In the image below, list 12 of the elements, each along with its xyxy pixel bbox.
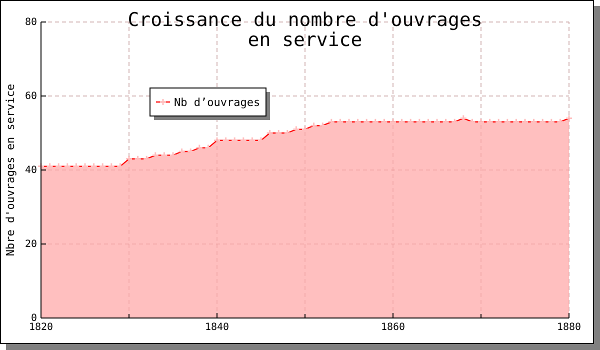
x-tick-label: 1860 (380, 322, 406, 333)
y-tick-label: 20 (24, 239, 37, 250)
y-tick-label: 40 (24, 165, 37, 176)
y-axis-title: Nbre d'ouvrages en service (4, 84, 17, 256)
y-tick-label: 0 (30, 313, 37, 324)
y-tick-label: 60 (24, 91, 37, 102)
x-tick-label: 1880 (556, 322, 582, 333)
x-tick-label: 1820 (28, 322, 54, 333)
x-tick-label: 1840 (204, 322, 230, 333)
y-tick-label: 80 (24, 17, 37, 28)
legend-label: Nb d’ouvrages (174, 96, 260, 109)
chart-title: Croissance du nombre d'ouvrages en service (128, 9, 482, 51)
